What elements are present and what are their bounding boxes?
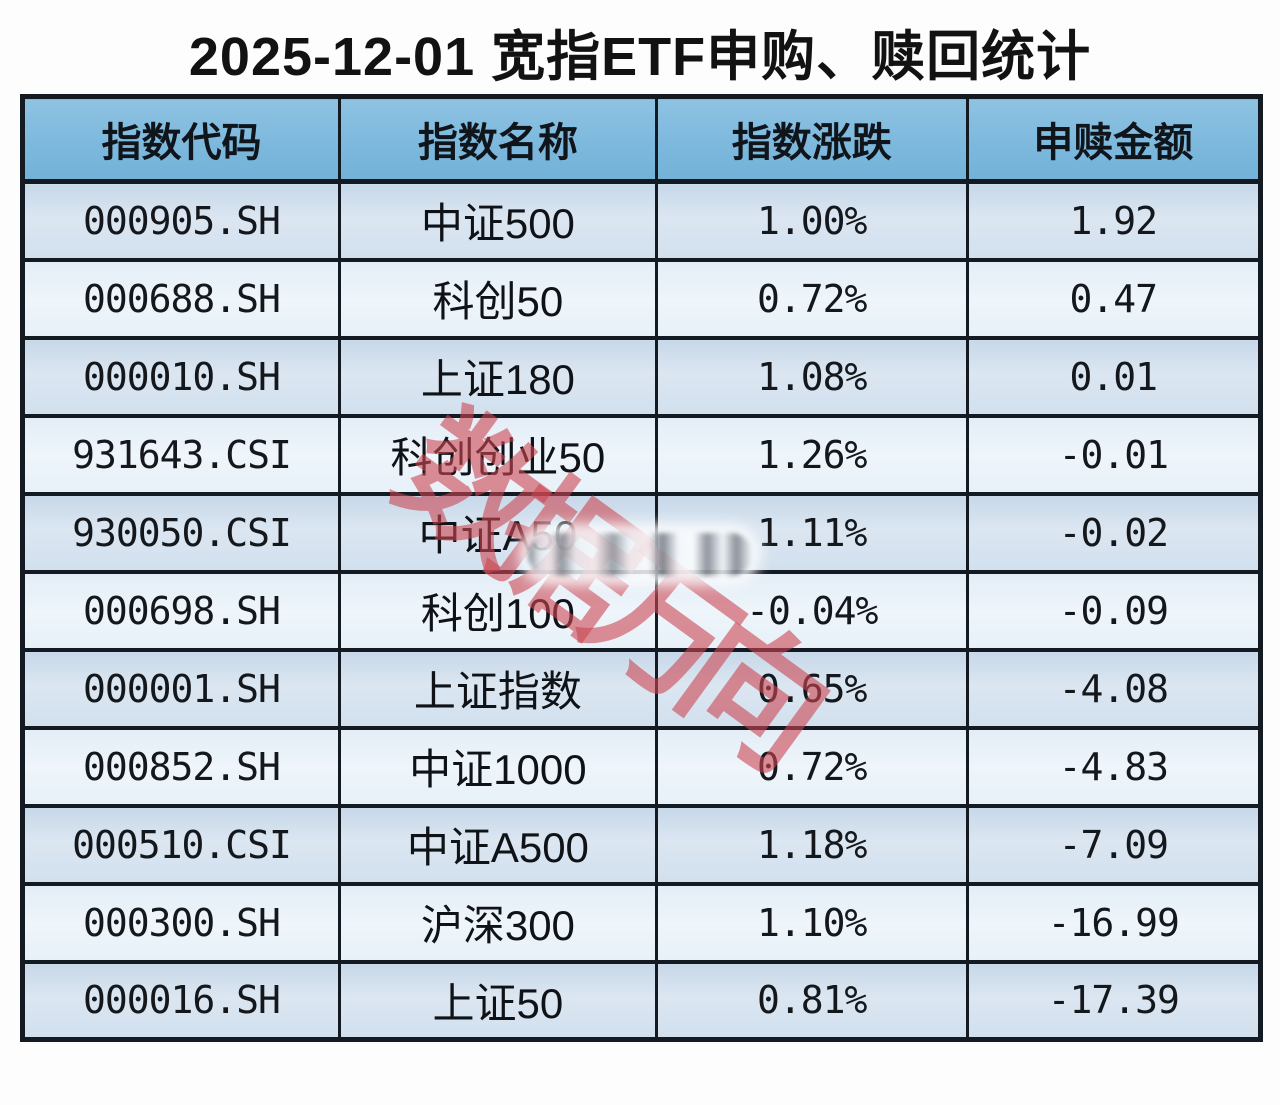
cell-index-change: 0.65%: [654, 647, 969, 730]
table-row: 000688.SH 科创50 0.72% 0.47: [21, 257, 1263, 340]
column-header-net-amount: 申赎金额: [965, 94, 1263, 184]
table-row: 000300.SH 沪深300 1.10% -16.99: [21, 881, 1263, 964]
column-header-index-change: 指数涨跌: [654, 94, 969, 184]
cell-index-name: 科创100: [337, 569, 658, 652]
table-row: 000016.SH 上证50 0.81% -17.39: [21, 959, 1263, 1042]
cell-index-code: 000852.SH: [21, 725, 341, 808]
table-row: 931643.CSI 科创创业50 1.26% -0.01: [21, 413, 1263, 496]
table-header: 指数代码 指数名称 指数涨跌 申赎金额: [21, 94, 1263, 184]
cell-net-amount: -16.99: [965, 881, 1263, 964]
cell-net-amount: -0.09: [965, 569, 1263, 652]
table-row: 000510.CSI 中证A500 1.18% -7.09: [21, 803, 1263, 886]
censor-blur-strip: [528, 533, 752, 576]
table-row: 000698.SH 科创100 -0.04% -0.09: [21, 569, 1263, 652]
etf-subscription-table: 指数代码 指数名称 指数涨跌 申赎金额 000905.SH 中证500 1.00…: [20, 94, 1263, 1042]
table-row: 000001.SH 上证指数 0.65% -4.08: [21, 647, 1263, 730]
column-header-index-name: 指数名称: [337, 94, 658, 184]
cell-index-code: 000010.SH: [21, 335, 341, 418]
cell-index-change: 1.08%: [654, 335, 969, 418]
cell-index-code: 000698.SH: [21, 569, 341, 652]
cell-index-code: 000016.SH: [21, 959, 341, 1042]
cell-net-amount: -7.09: [965, 803, 1263, 886]
header-row: 指数代码 指数名称 指数涨跌 申赎金额: [21, 94, 1263, 184]
table-row: 930050.CSI 中证A50 1.11% -0.02: [21, 491, 1263, 574]
cell-index-code: 931643.CSI: [21, 413, 341, 496]
cell-index-code: 930050.CSI: [21, 491, 341, 574]
cell-index-code: 000001.SH: [21, 647, 341, 730]
cell-net-amount: -0.01: [965, 413, 1263, 496]
cell-index-name: 中证500: [337, 179, 658, 262]
cell-index-name: 中证1000: [337, 725, 658, 808]
cell-index-name: 中证A50: [337, 491, 658, 574]
cell-index-change: 1.18%: [654, 803, 969, 886]
cell-index-change: 0.81%: [654, 959, 969, 1042]
table-row: 000852.SH 中证1000 0.72% -4.83: [21, 725, 1263, 808]
cell-net-amount: -4.08: [965, 647, 1263, 730]
cell-index-code: 000688.SH: [21, 257, 341, 340]
cell-index-change: 1.00%: [654, 179, 969, 262]
cell-index-code: 000510.CSI: [21, 803, 341, 886]
cell-index-change: 0.72%: [654, 257, 969, 340]
cell-net-amount: 1.92: [965, 179, 1263, 262]
cell-index-name: 上证180: [337, 335, 658, 418]
page-title: 2025-12-01 宽指ETF申购、赎回统计: [188, 27, 1092, 87]
cell-net-amount: -17.39: [965, 959, 1263, 1042]
cell-index-change: 1.10%: [654, 881, 969, 964]
cell-index-name: 科创50: [337, 257, 658, 340]
cell-index-name: 沪深300: [337, 881, 658, 964]
cell-net-amount: -4.83: [965, 725, 1263, 808]
cell-index-change: 1.26%: [654, 413, 969, 496]
cell-index-name: 上证50: [337, 959, 658, 1042]
cell-net-amount: 0.01: [965, 335, 1263, 418]
cell-net-amount: 0.47: [965, 257, 1263, 340]
cell-index-code: 000300.SH: [21, 881, 341, 964]
cell-index-name: 上证指数: [337, 647, 658, 730]
table-row: 000905.SH 中证500 1.00% 1.92: [21, 179, 1263, 262]
table-body: 000905.SH 中证500 1.00% 1.92 000688.SH 科创5…: [21, 179, 1263, 1042]
cell-index-change: -0.04%: [654, 569, 969, 652]
cell-index-code: 000905.SH: [21, 179, 341, 262]
cell-net-amount: -0.02: [965, 491, 1263, 574]
table-row: 000010.SH 上证180 1.08% 0.01: [21, 335, 1263, 418]
cell-index-change: 0.72%: [654, 725, 969, 808]
cell-index-name: 科创创业50: [337, 413, 658, 496]
cell-index-name: 中证A500: [337, 803, 658, 886]
column-header-index-code: 指数代码: [21, 94, 341, 184]
